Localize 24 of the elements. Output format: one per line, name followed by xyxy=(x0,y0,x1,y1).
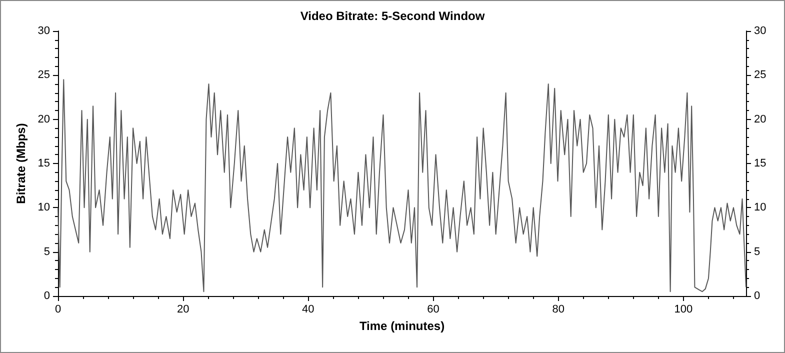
x-tick-label: 0 xyxy=(54,304,62,316)
x-axis-title: Time (minutes) xyxy=(359,318,445,333)
x-tick-label: 80 xyxy=(552,304,564,316)
y-tick-label: 25 xyxy=(38,69,50,82)
x-tick-label: 40 xyxy=(302,304,314,316)
y-tick-label: 10 xyxy=(38,202,50,214)
y2-tick-label: 10 xyxy=(754,202,766,214)
y2-tick-label: 5 xyxy=(754,246,760,258)
y2-tick-label: 30 xyxy=(754,25,766,37)
y2-tick-label: 15 xyxy=(754,158,766,170)
line-series xyxy=(58,79,746,292)
y-tick-label: 15 xyxy=(38,158,50,170)
y2-tick-label: 0 xyxy=(754,290,760,302)
y-tick-label: 0 xyxy=(44,290,50,302)
y2-tick-label: 20 xyxy=(754,113,766,126)
y-tick-label: 20 xyxy=(38,113,50,126)
y2-tick-label: 25 xyxy=(754,69,766,82)
x-tick-label: 60 xyxy=(427,304,440,316)
x-tick-label: 20 xyxy=(176,304,190,316)
x-tick-label: 100 xyxy=(674,304,693,316)
y-tick-label: 30 xyxy=(38,25,50,37)
y-axis-title: Bitrate (Mbps) xyxy=(14,123,28,204)
chart-title: Video Bitrate: 5-Second Window xyxy=(300,9,486,23)
y-tick-label: 5 xyxy=(44,246,50,258)
